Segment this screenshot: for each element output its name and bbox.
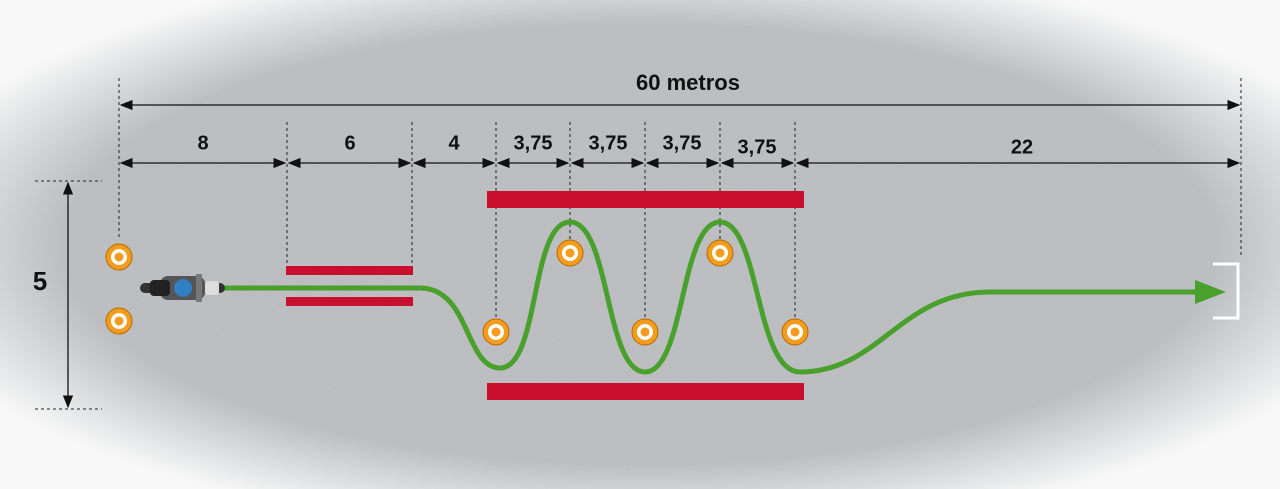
total-label: 60 metros xyxy=(636,70,740,95)
segment-label: 22 xyxy=(1011,136,1033,158)
red-bars xyxy=(286,191,804,400)
segment-label: 8 xyxy=(197,132,208,154)
finish-bracket xyxy=(1213,262,1240,320)
segment-label: 4 xyxy=(448,132,460,154)
motorcycle xyxy=(140,274,225,302)
height-label: 5 xyxy=(33,266,47,296)
segment-label: 3,75 xyxy=(663,132,702,154)
path-line xyxy=(220,219,1226,375)
cones xyxy=(105,239,809,346)
dimension-arrows xyxy=(62,99,1241,409)
segment-label: 3,75 xyxy=(589,132,628,154)
segment-label: 3,75 xyxy=(738,136,777,158)
segment-label: 6 xyxy=(344,132,355,154)
segment-label: 3,75 xyxy=(514,132,553,154)
